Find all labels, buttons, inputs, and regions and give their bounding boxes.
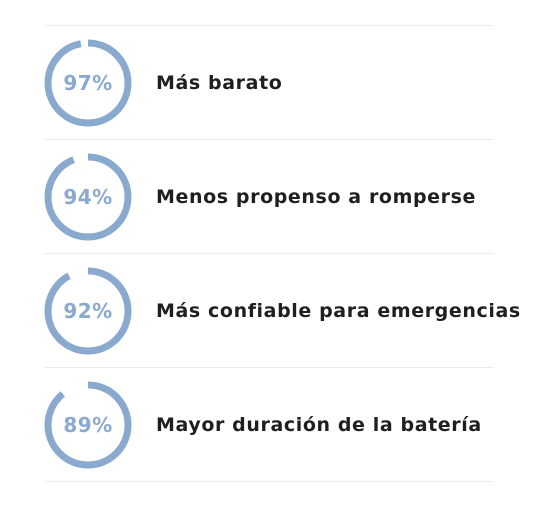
percent-value: 92% — [63, 299, 113, 323]
stats-list: 97% Más barato 94% Menos propenso a romp… — [44, 25, 520, 482]
percent-ring: 94% — [44, 153, 132, 241]
progress-ring-icon — [44, 381, 132, 469]
stat-label: Más confiable para emergencias — [156, 300, 521, 322]
stat-row: 89% Mayor duración de la batería — [44, 368, 494, 482]
stat-label: Más barato — [156, 72, 283, 94]
stat-label: Mayor duración de la batería — [156, 414, 482, 436]
percent-value: 94% — [63, 185, 113, 209]
percent-value: 97% — [63, 71, 113, 95]
percent-ring: 89% — [44, 381, 132, 469]
progress-ring-icon — [44, 153, 132, 241]
stat-row: 94% Menos propenso a romperse — [44, 140, 494, 254]
progress-ring-icon — [44, 267, 132, 355]
stat-label: Menos propenso a romperse — [156, 186, 477, 208]
stat-row: 97% Más barato — [44, 26, 494, 140]
stat-row: 92% Más confiable para emergencias — [44, 254, 520, 368]
progress-ring-icon — [44, 39, 132, 127]
percent-ring: 97% — [44, 39, 132, 127]
percent-ring: 92% — [44, 267, 132, 355]
percent-value: 89% — [63, 413, 113, 437]
